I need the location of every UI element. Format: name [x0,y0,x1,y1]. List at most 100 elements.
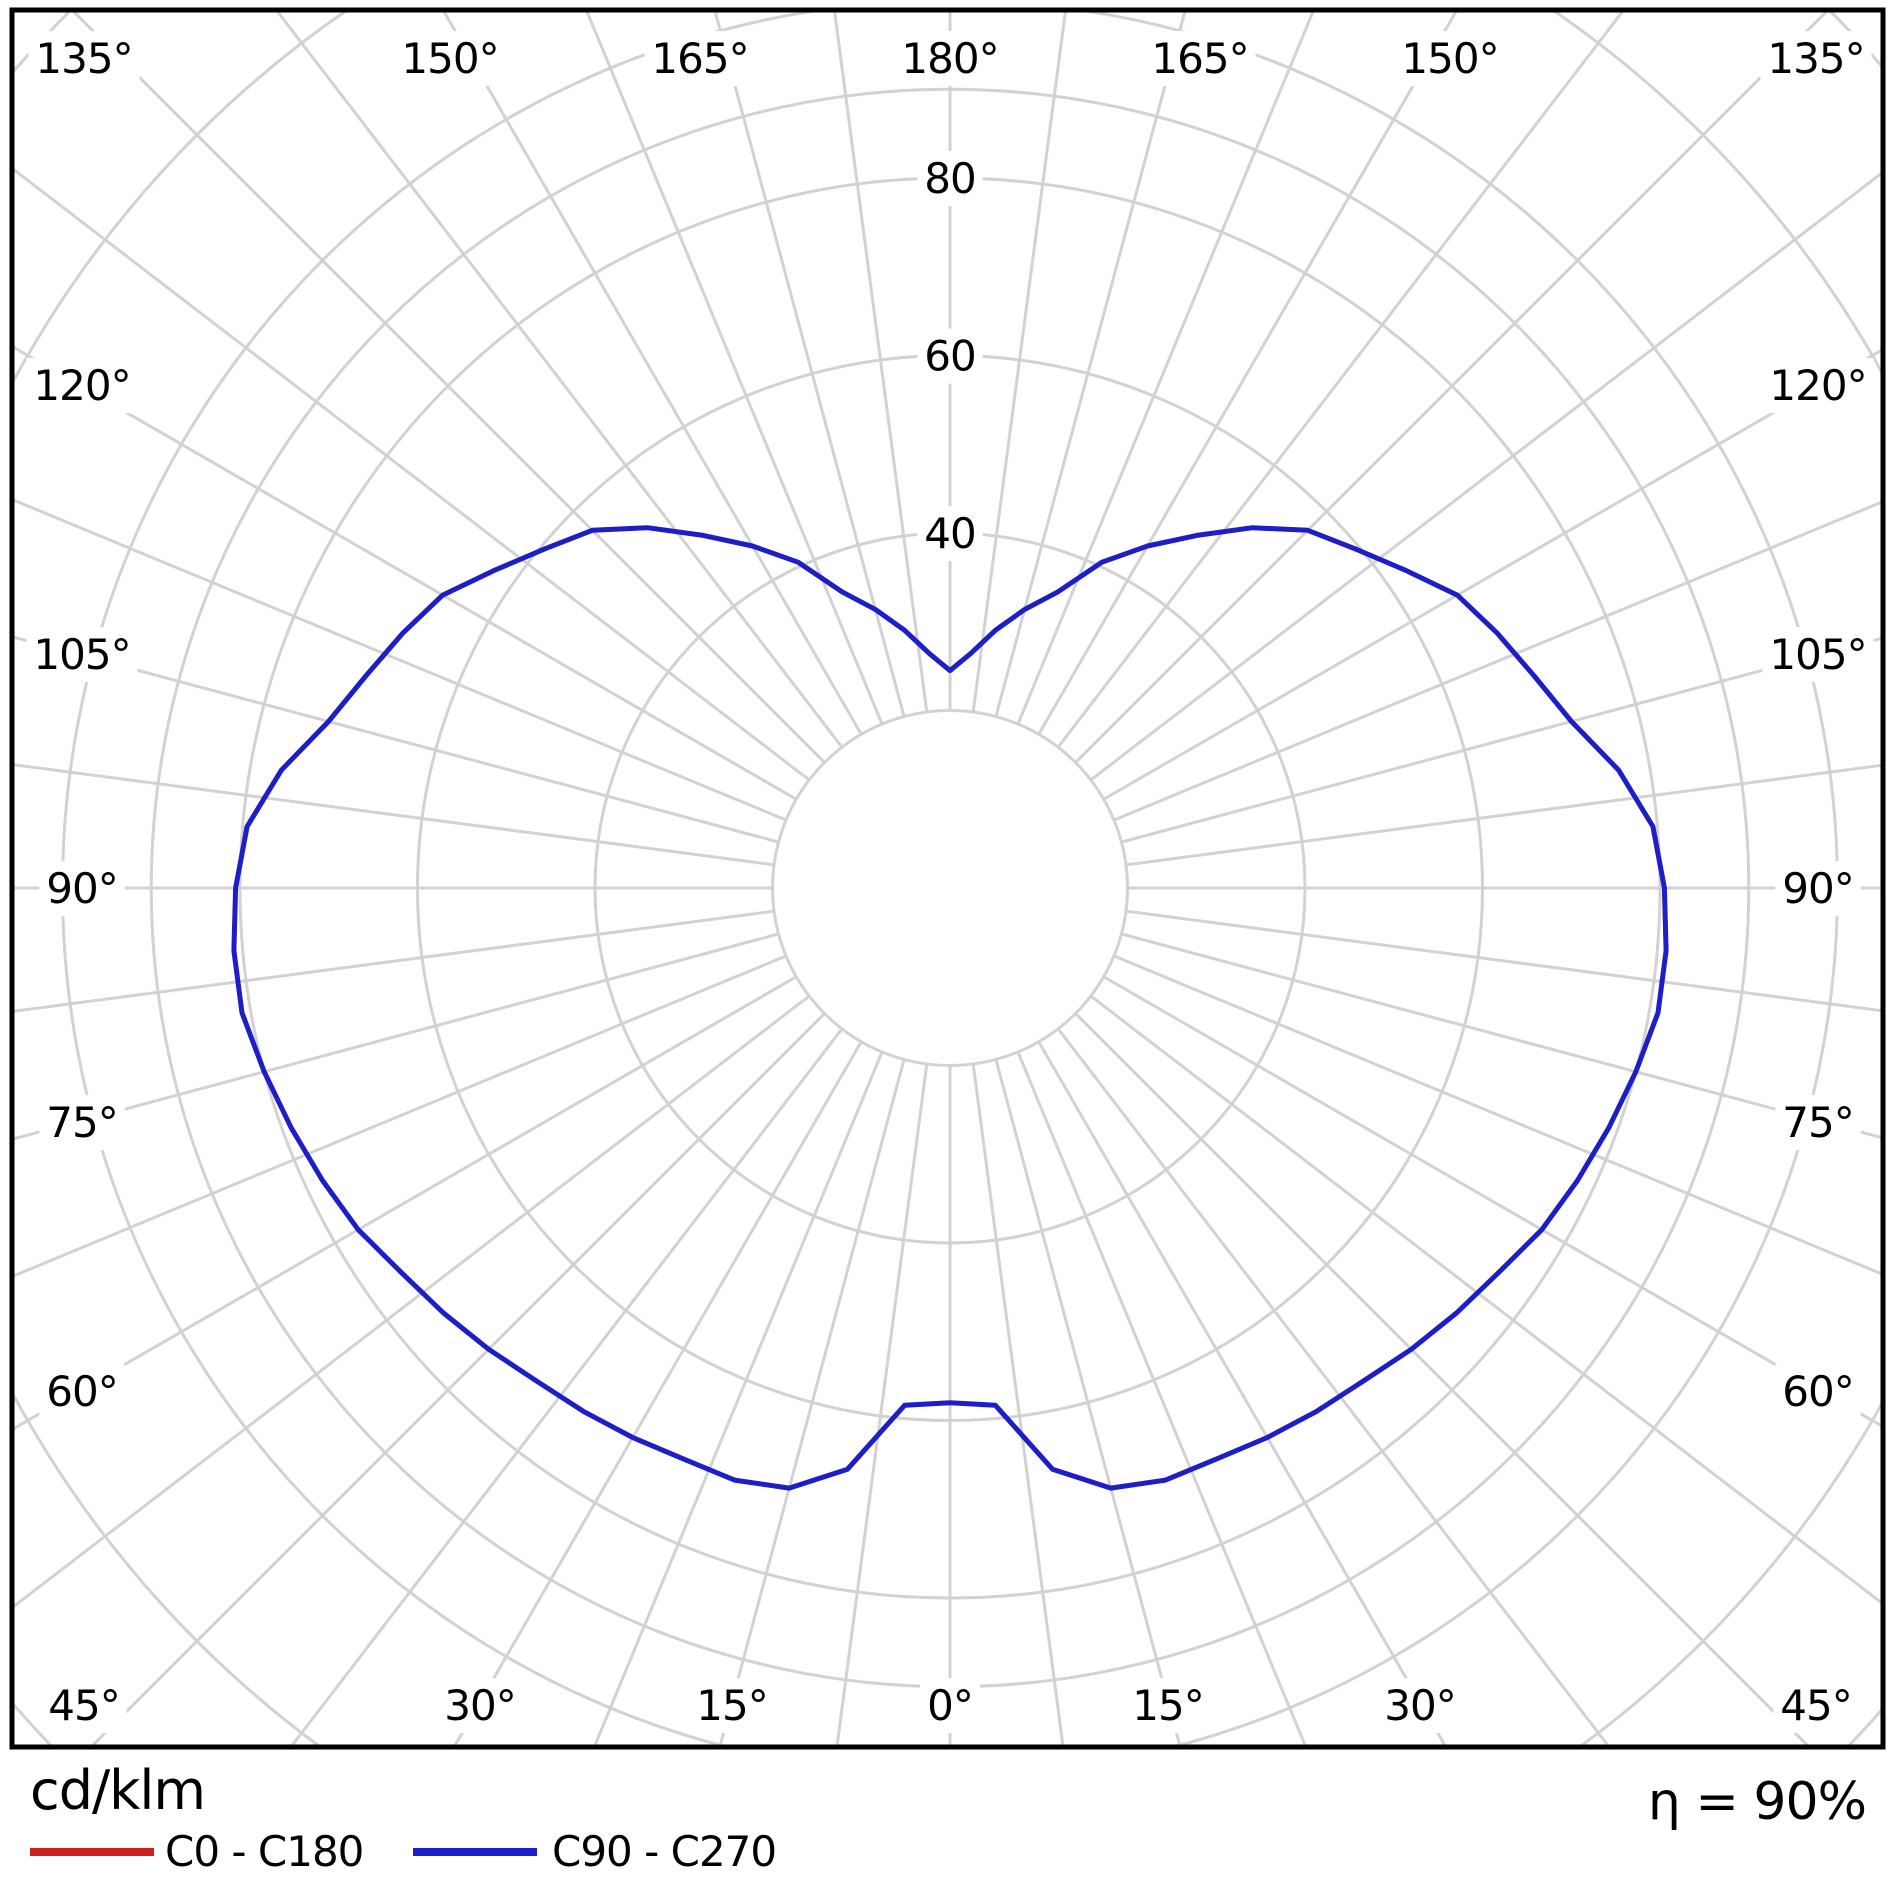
grid-spoke [12,497,787,822]
grid-spoke [12,909,775,1014]
grid-spoke [1074,10,1831,764]
units-label: cd/klm [30,1759,206,1822]
grid-spoke [994,10,1187,717]
grid-spoke [971,10,1068,713]
angle-label-75: 75° [46,1098,117,1147]
label-mask [39,1364,125,1420]
grid-spoke [1121,932,1883,1140]
grid-spoke [1074,1012,1812,1747]
angle-label-45: 45° [48,1681,119,1730]
grid-spoke [1056,10,1626,749]
grid-spoke [88,1012,826,1747]
grid-spoke [12,932,779,1141]
grid-spoke [1125,763,1883,867]
angle-label-120: 120° [33,361,130,410]
angle-label-90: 90° [46,864,117,913]
angle-label-120: 120° [1769,361,1866,410]
grid-spoke [1089,170,1883,782]
label-mask [1377,1678,1463,1734]
grid-spoke [994,1059,1182,1747]
label-mask [1760,31,1872,87]
label-mask [41,1678,127,1734]
angle-label-105: 105° [33,630,130,679]
label-mask [689,1678,775,1734]
label-mask [1144,31,1256,87]
efficiency-label: η = 90% [1647,1772,1867,1832]
grid-spoke [1113,499,1883,822]
grid-spoke [274,10,844,749]
grid-spoke [12,166,811,782]
grid-spoke [12,994,811,1610]
label-mask [1775,1095,1861,1151]
angle-label-135: 135° [1767,34,1864,83]
angle-label-180: 180° [901,34,998,83]
grid-spoke [835,1063,929,1747]
r-tick-label-40: 40 [924,509,975,558]
label-mask [917,506,983,562]
grid-spoke [832,10,929,713]
grid-spoke [1125,909,1883,1013]
label-mask [1125,1678,1211,1734]
legend-label-c90-c270: C90 - C270 [552,1827,777,1876]
angle-label-75: 75° [1782,1098,1853,1147]
angle-label-150: 150° [401,34,498,83]
label-mask [1762,627,1874,683]
r-tick-label-80: 80 [924,154,975,203]
axis-labels: 0° 15° 15° 30° 30° 45° 45° 60° 60° 75° 75° 90° 90° 10… [26,31,1874,1734]
angle-label-135: 135° [35,34,132,83]
label-mask [1775,861,1861,917]
grid-spoke [1037,1040,1448,1747]
grid-spoke [971,1063,1065,1747]
label-mask [1762,358,1874,414]
grid-spoke [1016,1051,1308,1747]
label-mask [26,627,138,683]
grid-spoke [1056,1027,1612,1747]
label-mask [917,151,983,207]
label-mask [39,861,125,917]
angle-label-165: 165° [651,34,748,83]
grid-spoke [12,954,787,1279]
grid-spoke [1102,347,1883,801]
angle-label-150: 150° [1401,34,1498,83]
grid-spoke [584,10,884,725]
grid-spoke [12,975,798,1432]
r-tick-label-60: 60 [924,332,975,381]
legend-swatch-c90-c270 [413,1848,537,1856]
label-mask [1775,1364,1861,1420]
angle-label-60: 60° [46,1367,117,1416]
grid-spoke [288,1027,844,1747]
angle-label-15: 15° [696,1681,767,1730]
grid-spoke [1037,10,1459,736]
grid-spoke [1089,994,1883,1606]
label-mask [26,358,138,414]
grid-spoke [592,1051,884,1747]
angle-label-0: 0° [927,1681,973,1730]
grid-spoke [12,635,779,844]
angle-label-30: 30° [444,1681,515,1730]
legend-label-c0-c180: C0 - C180 [165,1827,364,1876]
grid-spoke [1113,954,1883,1277]
grid-spoke [452,1040,863,1747]
label-mask [394,31,506,87]
angle-label-60: 60° [1782,1367,1853,1416]
label-mask [920,1678,980,1734]
grid-spoke [441,10,863,736]
angle-label-30: 30° [1384,1681,1455,1730]
angle-label-165: 165° [1151,34,1248,83]
angle-label-90: 90° [1782,864,1853,913]
grid-spoke [1121,636,1883,844]
label-mask [917,328,983,384]
grid-spoke [1016,10,1316,725]
legend-swatch-c0-c180 [30,1848,154,1856]
label-mask [39,1095,125,1151]
angle-label-15: 15° [1132,1681,1203,1730]
curve-c90-c270 [231,525,1669,1491]
grid-spoke [718,1059,906,1747]
label-mask [437,1678,523,1734]
label-mask [1773,1678,1859,1734]
grid-spoke [69,10,826,764]
label-mask [28,31,140,87]
label-mask [1394,31,1506,87]
